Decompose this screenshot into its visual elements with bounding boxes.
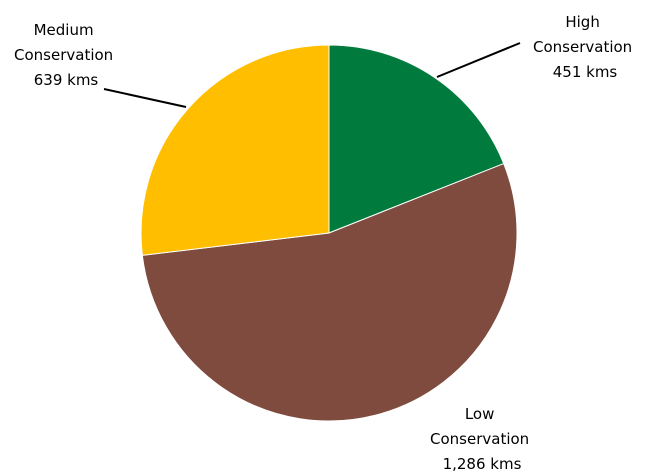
data-label-high-line2: Conservation: [533, 38, 632, 56]
data-label-low-line2: Conservation: [430, 430, 529, 448]
pie-slice-low: [141, 162, 518, 422]
data-label-medium-line3: 639 kms: [34, 71, 99, 89]
pie-slice-medium: [140, 44, 330, 256]
leader-line-medium: [103, 88, 187, 108]
data-label-low-line1: Low: [465, 405, 495, 423]
data-label-low: Low Conservation 1,286 kms: [430, 405, 534, 473]
data-label-medium-line1: Medium: [34, 21, 94, 39]
data-label-medium-line2: Conservation: [14, 46, 113, 64]
data-label-high-line1: High: [565, 13, 599, 31]
data-label-high-line3: 451 kms: [553, 63, 618, 81]
data-label-high: High Conservation 451 kms: [533, 13, 637, 81]
pie-slice-high: [328, 44, 505, 234]
data-label-medium: Medium Conservation 639 kms: [14, 21, 118, 89]
pie-slices: [140, 44, 518, 422]
leader-line-high: [436, 42, 521, 78]
data-label-low-line3: 1,286 kms: [443, 455, 522, 473]
